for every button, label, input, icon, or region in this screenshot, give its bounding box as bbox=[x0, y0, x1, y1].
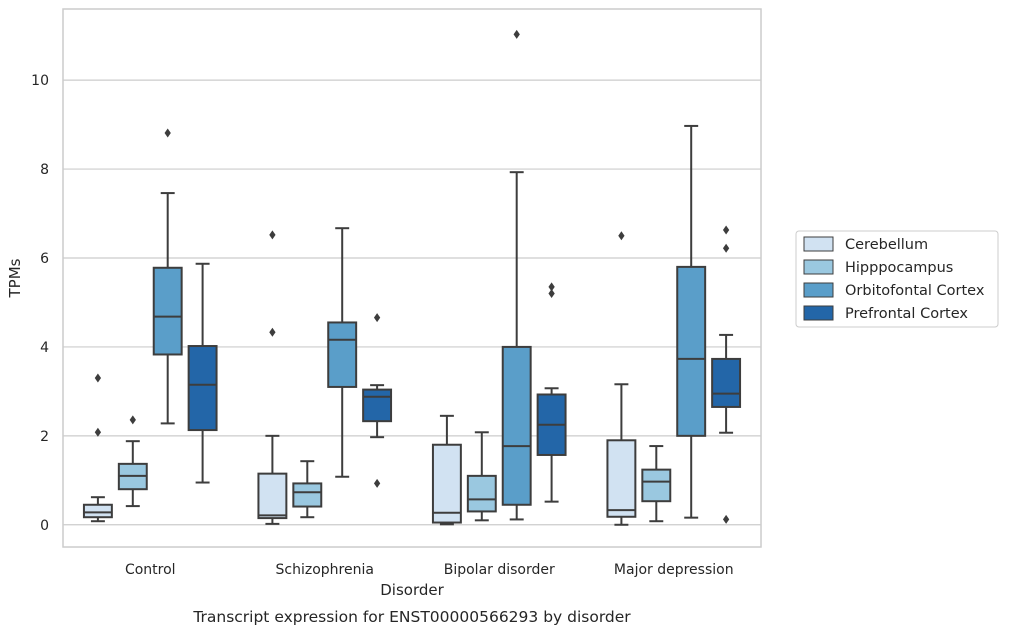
boxes bbox=[82, 29, 742, 526]
y-tick-label: 4 bbox=[40, 340, 49, 356]
y-tick-labels: 0 2 4 6 8 10 bbox=[31, 73, 49, 534]
outlier-point bbox=[164, 128, 171, 138]
outlier-point bbox=[513, 29, 520, 39]
iqr-box bbox=[711, 357, 742, 408]
box-orbitofontal-cortex bbox=[327, 227, 358, 478]
y-tick-label: 2 bbox=[40, 429, 49, 445]
legend-swatch bbox=[803, 305, 834, 321]
legend: Cerebellum Hipppocampus Orbitofontal Corte… bbox=[795, 230, 999, 328]
legend-swatch bbox=[803, 282, 834, 298]
outlier-point bbox=[373, 313, 381, 323]
iqr-box bbox=[466, 474, 497, 513]
x-tick-label: Bipolar disorder bbox=[444, 562, 555, 578]
outlier-point bbox=[548, 289, 555, 299]
iqr-box bbox=[431, 443, 462, 524]
plot-area bbox=[62, 8, 762, 548]
iqr-box bbox=[641, 468, 672, 503]
box-cerebellum bbox=[82, 373, 113, 523]
legend-label: Prefrontal Cortex bbox=[845, 306, 968, 322]
outlier-point bbox=[269, 327, 276, 337]
outlier-point bbox=[618, 231, 625, 241]
x-axis-label: Disorder bbox=[380, 581, 444, 599]
outlier-point bbox=[94, 373, 102, 383]
x-tick-label: Schizophrenia bbox=[276, 562, 374, 578]
box-cerebellum bbox=[257, 230, 288, 525]
box-orbitofontal-cortex bbox=[676, 124, 707, 519]
outlier-point bbox=[129, 415, 136, 425]
legend-swatch bbox=[803, 236, 834, 252]
outlier-point bbox=[548, 282, 555, 292]
iqr-box bbox=[501, 345, 532, 506]
iqr-box bbox=[606, 439, 637, 518]
iqr-box bbox=[327, 321, 358, 388]
y-tick-label: 0 bbox=[40, 518, 49, 534]
iqr-box bbox=[187, 345, 218, 432]
x-tick-label: Control bbox=[125, 562, 176, 578]
iqr-box bbox=[292, 482, 323, 508]
box-hipppocampus bbox=[117, 415, 148, 508]
box-cerebellum bbox=[606, 231, 637, 526]
box-orbitofontal-cortex bbox=[152, 128, 183, 425]
box-orbitofontal-cortex bbox=[501, 29, 532, 521]
box-hipppocampus bbox=[292, 460, 323, 519]
legend-label: Orbitofontal Cortex bbox=[845, 283, 985, 299]
y-axis-label: TPMs bbox=[6, 258, 24, 298]
legend-swatch bbox=[803, 259, 834, 275]
legend-frame bbox=[795, 230, 999, 328]
iqr-box bbox=[82, 503, 113, 519]
box-hipppocampus bbox=[641, 445, 672, 523]
iqr-box bbox=[676, 265, 707, 437]
box-prefrontal-cortex bbox=[711, 225, 742, 524]
x-tick-label: Major depression bbox=[614, 562, 734, 578]
box-prefrontal-cortex bbox=[536, 282, 567, 503]
box-hipppocampus bbox=[466, 431, 497, 522]
iqr-box bbox=[362, 388, 393, 423]
x-tick-labels: Control Schizophrenia Bipolar disorder Majo… bbox=[125, 562, 734, 578]
outlier-point bbox=[373, 478, 381, 488]
y-tick-label: 8 bbox=[40, 162, 49, 178]
y-tick-label: 6 bbox=[40, 251, 49, 267]
iqr-box bbox=[152, 266, 183, 356]
outlier-point bbox=[269, 230, 276, 240]
outlier-point bbox=[722, 225, 730, 235]
box-cerebellum bbox=[431, 414, 462, 526]
iqr-box bbox=[257, 472, 288, 520]
box-prefrontal-cortex bbox=[362, 313, 393, 488]
legend-label: Hipppocampus bbox=[845, 260, 953, 276]
box-prefrontal-cortex bbox=[187, 262, 218, 484]
y-tick-label: 10 bbox=[31, 73, 49, 89]
outlier-point bbox=[722, 243, 730, 253]
legend-label: Cerebellum bbox=[845, 237, 928, 253]
outlier-point bbox=[94, 427, 102, 437]
chart-caption: Transcript expression for ENST0000056629… bbox=[192, 608, 631, 626]
outlier-point bbox=[722, 514, 730, 524]
